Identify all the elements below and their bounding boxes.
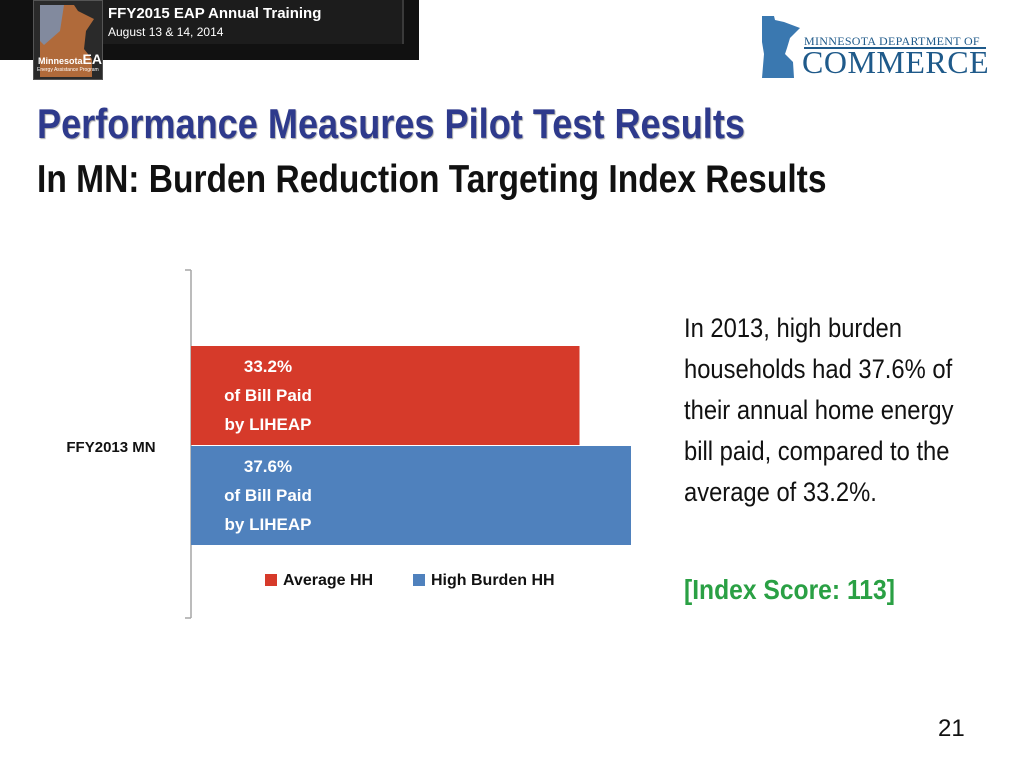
event-title: FFY2015 EAP Annual Training — [108, 5, 322, 22]
index-score: [Index Score: 113] — [684, 574, 895, 605]
data-label-line: of Bill Paid — [224, 386, 312, 405]
commerce-logo-rule — [804, 47, 986, 49]
data-label-line: of Bill Paid — [224, 486, 312, 505]
commerce-logo-line1: MINNESOTA DEPARTMENT OF — [804, 34, 980, 48]
minnesota-state-icon — [762, 16, 800, 78]
data-label-line: by LIHEAP — [225, 415, 312, 434]
eap-logo-subtext: Energy Assistance Program — [37, 67, 99, 73]
result-description: In 2013, high burden households had 37.6… — [684, 313, 954, 507]
commerce-logo: MINNESOTA DEPARTMENT OF COMMERCE — [760, 12, 990, 82]
bar-average-hh — [191, 346, 580, 445]
category-label: FFY2013 MN — [66, 439, 155, 456]
legend-label-1: High Burden HH — [431, 572, 555, 589]
data-label-average-hh: 33.2% of Bill Paid by LIHEAP — [224, 357, 312, 434]
slide-title: Performance Measures Pilot Test Results — [37, 100, 745, 147]
eap-logo-text: MinnesotaEAP — [38, 51, 102, 67]
bar-high-burden-hh — [191, 446, 631, 545]
data-label-line: 37.6% — [244, 457, 292, 476]
data-label-line: by LIHEAP — [225, 515, 312, 534]
legend-swatch-0 — [265, 574, 277, 586]
data-label-high-burden-hh: 37.6% of Bill Paid by LIHEAP — [224, 457, 312, 534]
bar-chart: 33.2% of Bill Paid by LIHEAP 37.6% of Bill P… — [66, 269, 631, 619]
slide-subtitle: In MN: Burden Reduction Targeting Index … — [37, 158, 827, 201]
legend-label-0: Average HH — [283, 572, 373, 589]
legend-swatch-1 — [413, 574, 425, 586]
header-panel — [101, 0, 404, 44]
eap-logo: MinnesotaEAP Energy Assistance Program — [33, 0, 103, 80]
minnesota-map-icon — [34, 1, 102, 79]
commerce-logo-line2: COMMERCE — [802, 44, 990, 80]
data-label-line: 33.2% — [244, 357, 292, 376]
page-number: 21 — [938, 715, 965, 742]
event-date: August 13 & 14, 2014 — [108, 25, 224, 39]
